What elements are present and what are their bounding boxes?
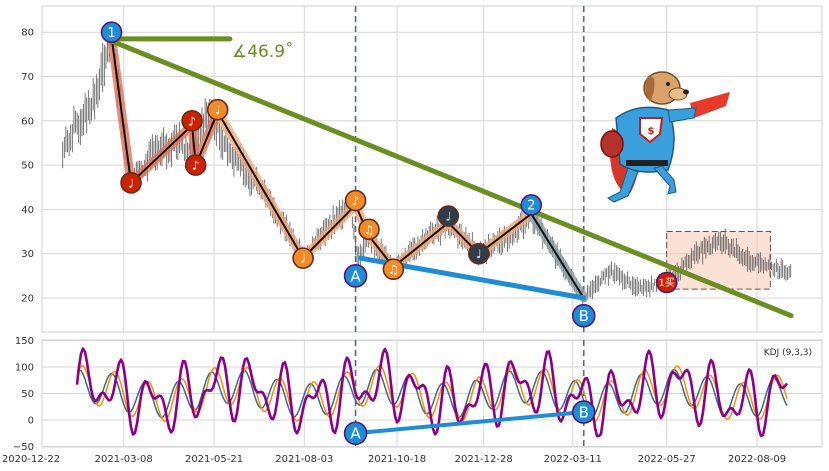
- x-tick-label: 2021-12-28: [455, 454, 513, 465]
- marker-note: ♩: [206, 98, 229, 121]
- marker-circle: B: [571, 303, 596, 328]
- marker-note-glyph: ♫: [388, 263, 399, 277]
- marker-note-disc: [382, 258, 405, 281]
- marker-note: ♩: [468, 242, 490, 265]
- marker-note: ♫: [358, 218, 380, 241]
- marker-note-disc: [292, 247, 314, 269]
- x-tick-label: 2021-08-03: [275, 454, 333, 465]
- x-tick-label: 2021-10-18: [368, 454, 426, 465]
- y-tick-label-kdj: 0: [28, 416, 34, 427]
- y-tick-label-main: 50: [21, 161, 34, 172]
- marker-circle: 1买: [655, 271, 678, 294]
- y-tick-label-kdj: 150: [15, 336, 34, 347]
- marker-note: ♪: [181, 110, 203, 132]
- marker-note-glyph: ♪: [192, 159, 200, 173]
- marker-note-glyph: ♫: [364, 223, 375, 237]
- marker-note-disc: [358, 218, 380, 241]
- x-tick-label: 2020-12-22: [2, 454, 60, 465]
- y-tick-label-main: 70: [21, 72, 34, 83]
- kdj-title: KDJ (9,3,3): [764, 348, 812, 358]
- svg-text:$: $: [648, 126, 655, 137]
- kdj-marker-disc: [343, 421, 368, 446]
- y-tick-label-kdj: 50: [21, 389, 34, 400]
- marker-note: ♫: [382, 258, 405, 281]
- kdj-marker: A: [343, 421, 368, 446]
- y-tick-label-kdj: −50: [13, 442, 34, 453]
- wave-line: [130, 124, 194, 184]
- y-tick-label-main: 20: [21, 294, 34, 305]
- marker-circle-label: A: [350, 267, 361, 285]
- marker-circle-disc: [100, 21, 123, 44]
- marker-note-disc: [468, 242, 490, 265]
- x-tick-label: 2021-05-21: [185, 454, 243, 465]
- wave-line: [530, 212, 585, 299]
- wave-line: [302, 203, 357, 260]
- marker-note-glyph: ♩: [445, 210, 451, 224]
- superhero-dog-illustration: $: [600, 71, 730, 203]
- angle-label: ∡46.9˚: [232, 41, 294, 62]
- x-tick-label: 2021-03-08: [95, 454, 153, 465]
- marker-note: ♩: [292, 247, 314, 269]
- kdj-divergence-line: [353, 410, 586, 436]
- y-tick-label-main: 80: [21, 28, 34, 39]
- marker-note-glyph: ♪: [352, 194, 360, 208]
- wave-line: [477, 212, 533, 255]
- wave-line: [110, 35, 133, 184]
- kdj-marker-disc: [571, 400, 596, 424]
- marker-note: ♪: [184, 154, 207, 176]
- marker-note: ♪: [344, 189, 367, 212]
- marker-circle-disc: [343, 264, 368, 288]
- y-tick-label-main: 60: [21, 116, 34, 127]
- marker-circle-label: 2: [527, 199, 535, 214]
- wave-line: [216, 110, 305, 260]
- marker-circle-disc: [655, 271, 678, 294]
- y-tick-label-main: 40: [21, 205, 34, 216]
- marker-note: ♩: [437, 205, 460, 227]
- marker-circle-label: 1: [107, 26, 115, 41]
- x-tick-label: 2022-03-11: [544, 454, 602, 465]
- marker-note-glyph: ♩: [476, 247, 482, 261]
- wave-line: [392, 221, 450, 268]
- marker-note-disc: [181, 110, 203, 132]
- marker-circle: 1: [100, 21, 123, 44]
- marker-note-glyph: ♩: [300, 252, 306, 266]
- marker-note-glyph: ♩: [128, 176, 134, 190]
- marker-circle: A: [343, 264, 368, 288]
- marker-circle-label: 1买: [659, 277, 675, 289]
- marker-note-disc: [206, 98, 229, 121]
- marker-circle-label: B: [579, 307, 589, 325]
- y-tick-label-main: 30: [21, 249, 34, 260]
- marker-circle-disc: [520, 194, 543, 216]
- marker-note-disc: [184, 154, 207, 176]
- marker-note-disc: [120, 172, 142, 194]
- marker-circle: 2: [520, 194, 543, 216]
- y-tick-label-kdj: 100: [15, 363, 34, 374]
- marker-note-glyph: ♩: [215, 103, 221, 117]
- x-tick-label: 2022-08-09: [728, 454, 786, 465]
- x-tick-label: 2022-05-27: [638, 454, 696, 465]
- kdj-marker-label: B: [579, 403, 589, 421]
- kdj-marker: B: [571, 400, 596, 424]
- marker-note-glyph: ♪: [188, 114, 196, 128]
- kdj-marker-label: A: [350, 425, 361, 443]
- trendline-downtrend: [109, 38, 794, 319]
- marker-circle-disc: [571, 303, 596, 328]
- marker-note-disc: [437, 205, 460, 227]
- kdj-line-J: [75, 347, 789, 438]
- marker-note-disc: [344, 189, 367, 212]
- marker-note: ♩: [120, 172, 142, 194]
